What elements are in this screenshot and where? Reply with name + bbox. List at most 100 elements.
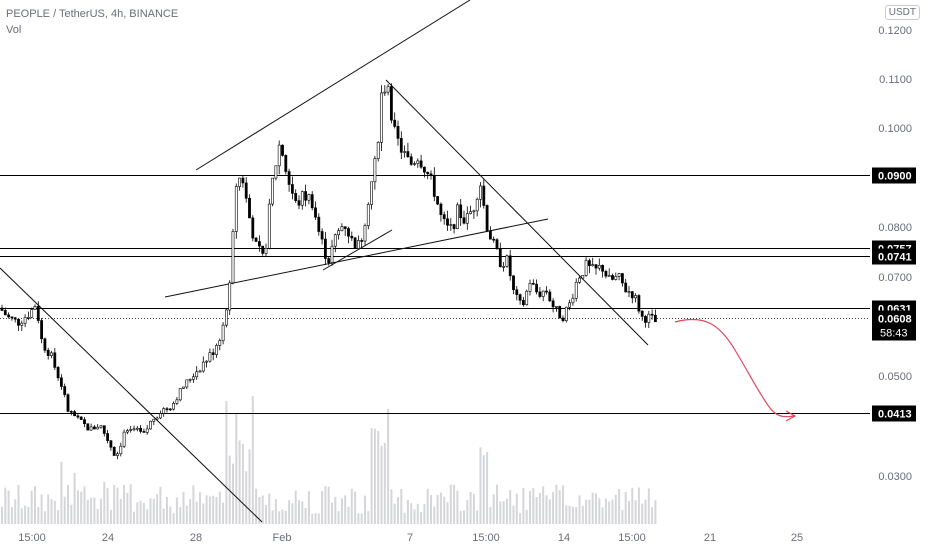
trend-line[interactable] [322, 229, 393, 271]
volume-bar [463, 510, 465, 524]
volume-bar [63, 496, 66, 524]
volume-bar [265, 505, 267, 524]
candle-body [502, 266, 506, 268]
candle-body [36, 306, 40, 321]
volume-bar [611, 499, 614, 524]
volume-bar [548, 499, 551, 524]
volume-bar [476, 510, 479, 524]
candle-body [310, 194, 314, 209]
volume-bar [317, 513, 320, 524]
candle-body [267, 203, 271, 249]
candle-body [333, 234, 337, 247]
volume-bar [413, 509, 416, 524]
candle-body [59, 377, 63, 387]
candle-body [376, 142, 380, 159]
candle-body [149, 420, 152, 430]
volume-bar [400, 488, 403, 524]
candlesticks [0, 83, 657, 460]
candle-body [340, 226, 344, 231]
candle-body [126, 430, 129, 433]
currency-badge[interactable]: USDT [884, 5, 920, 20]
trend-line[interactable] [195, 0, 471, 171]
volume-bar [67, 485, 69, 524]
candle-body [129, 429, 133, 431]
y-tick-label: 0.0500 [878, 371, 912, 383]
candle-body [46, 349, 50, 356]
candle-body [347, 228, 350, 237]
candle-body [192, 376, 195, 380]
volume-bar [100, 498, 102, 524]
candle-body [584, 260, 588, 276]
volume-bar [172, 513, 175, 524]
candle-body [337, 230, 341, 236]
candle-body [135, 427, 139, 430]
candle-body [564, 306, 568, 321]
candle-body [581, 275, 585, 279]
candle-body [287, 171, 291, 185]
volume-bar [634, 500, 637, 524]
time-axis[interactable]: 15:00 24 28 Feb 7 15:00 14 15:00 21 25 [18, 532, 803, 544]
candle-body [102, 425, 106, 434]
symbol-title[interactable]: PEOPLE / TetherUS, 4h, BINANCE [6, 8, 179, 20]
volume-bar [439, 492, 442, 524]
volume-bar [30, 490, 33, 524]
volume-bar [288, 500, 291, 524]
candle-body [13, 317, 17, 320]
candle-body [323, 238, 327, 259]
y-tick-label: 0.0700 [878, 272, 912, 284]
candle-body [597, 265, 601, 269]
candle-body [26, 317, 30, 319]
candle-body [261, 245, 265, 254]
trend-line[interactable] [0, 267, 263, 523]
volume-bar [113, 484, 116, 524]
volume-bar [90, 497, 93, 524]
volume-bar [162, 508, 165, 524]
volume-bar [390, 489, 393, 524]
y-tick-label: 0.0300 [878, 471, 912, 483]
volume-bar [1, 506, 3, 524]
candle-body [10, 316, 14, 319]
volume-bar [208, 496, 211, 524]
volume-bar [433, 506, 436, 524]
volume-bar [175, 497, 178, 524]
candle-body [30, 309, 34, 318]
price-labels: 0.09000.07570.07410.06310.04130.060858:4… [872, 167, 916, 422]
candle-body [561, 317, 565, 321]
candle-body [50, 352, 53, 356]
candle-body [637, 295, 641, 312]
candle-body [109, 440, 113, 448]
candle-body [413, 163, 416, 165]
candle-body [396, 126, 400, 139]
x-tick-label: 21 [704, 532, 716, 544]
candle-body [505, 255, 509, 267]
candle-body [419, 160, 423, 168]
price-axis[interactable]: 0.1200 0.1100 0.1000 0.0800 0.0700 0.0500 0.03… [878, 25, 912, 483]
x-tick-label: 15:00 [18, 532, 46, 544]
volume-bar [595, 493, 597, 524]
candle-body [558, 306, 562, 319]
candle-body [541, 290, 545, 297]
candle-body [475, 198, 479, 212]
candle-body [205, 360, 209, 363]
candle-body [353, 237, 357, 249]
volume-bar [575, 506, 578, 524]
volume-bar [139, 500, 142, 524]
volume-bar [212, 495, 215, 524]
volume-bar [248, 449, 251, 524]
volume-bar [334, 496, 337, 524]
volume-bar [96, 509, 99, 524]
volume-bar [284, 510, 287, 524]
volume-bar [86, 499, 89, 524]
volume-bar [496, 484, 498, 524]
volume-bar [324, 486, 327, 524]
volume-bar [261, 495, 264, 524]
trend-line[interactable] [385, 79, 649, 346]
volume-bar [558, 490, 561, 524]
volume-bar [116, 487, 119, 524]
candle-body [479, 185, 482, 200]
candle-body [380, 92, 383, 143]
level-label: 0.0741 [878, 252, 912, 264]
volume-bar [453, 484, 456, 524]
last-price-label-bg [872, 310, 916, 341]
